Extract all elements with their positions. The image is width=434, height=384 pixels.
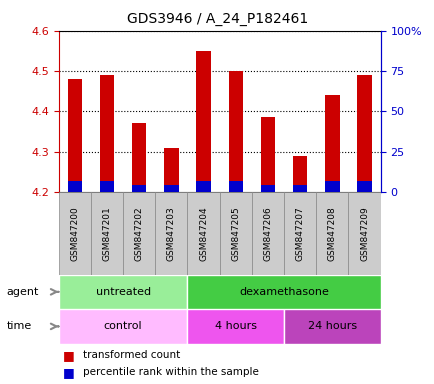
Bar [283, 309, 380, 344]
Text: 4 hours: 4 hours [214, 321, 256, 331]
Text: GDS3946 / A_24_P182461: GDS3946 / A_24_P182461 [127, 12, 307, 25]
Text: ■: ■ [63, 366, 75, 379]
Text: percentile rank within the sample: percentile rank within the sample [82, 367, 258, 377]
Bar [164, 148, 178, 192]
Bar [132, 185, 146, 192]
Text: GSM847204: GSM847204 [199, 206, 207, 261]
Bar [292, 156, 307, 192]
Bar [164, 185, 178, 192]
Bar [348, 192, 380, 275]
Text: GSM847202: GSM847202 [135, 206, 143, 261]
Text: GSM847203: GSM847203 [167, 206, 175, 261]
Bar [260, 118, 275, 192]
Bar [155, 192, 187, 275]
Text: untreated: untreated [95, 287, 150, 297]
Bar [316, 192, 348, 275]
Bar [187, 192, 219, 275]
Bar [228, 71, 243, 192]
Bar [283, 192, 316, 275]
Bar [99, 181, 114, 192]
Text: GSM847205: GSM847205 [231, 206, 240, 261]
Bar [356, 75, 371, 192]
Text: transformed count: transformed count [82, 350, 180, 360]
Bar [91, 192, 123, 275]
Bar [67, 79, 82, 192]
Bar [356, 181, 371, 192]
Bar [67, 181, 82, 192]
Text: agent: agent [7, 287, 39, 297]
Bar [324, 95, 339, 192]
Text: 24 hours: 24 hours [307, 321, 356, 331]
Text: ■: ■ [63, 349, 75, 362]
Bar [196, 51, 210, 192]
Bar [260, 185, 275, 192]
Text: GSM847206: GSM847206 [263, 206, 272, 261]
Text: GSM847200: GSM847200 [70, 206, 79, 261]
Bar [123, 192, 155, 275]
Bar [187, 275, 380, 309]
Bar [187, 309, 283, 344]
Text: dexamethasone: dexamethasone [239, 287, 328, 297]
Bar [59, 192, 91, 275]
Text: GSM847208: GSM847208 [327, 206, 336, 261]
Bar [324, 181, 339, 192]
Text: GSM847201: GSM847201 [102, 206, 111, 261]
Bar [99, 75, 114, 192]
Bar [132, 123, 146, 192]
Text: GSM847207: GSM847207 [295, 206, 304, 261]
Bar [219, 192, 251, 275]
Bar [59, 275, 187, 309]
Text: control: control [104, 321, 142, 331]
Bar [196, 181, 210, 192]
Bar [59, 309, 187, 344]
Bar [251, 192, 283, 275]
Bar [292, 185, 307, 192]
Bar [228, 181, 243, 192]
Text: GSM847209: GSM847209 [359, 206, 368, 261]
Text: time: time [7, 321, 32, 331]
